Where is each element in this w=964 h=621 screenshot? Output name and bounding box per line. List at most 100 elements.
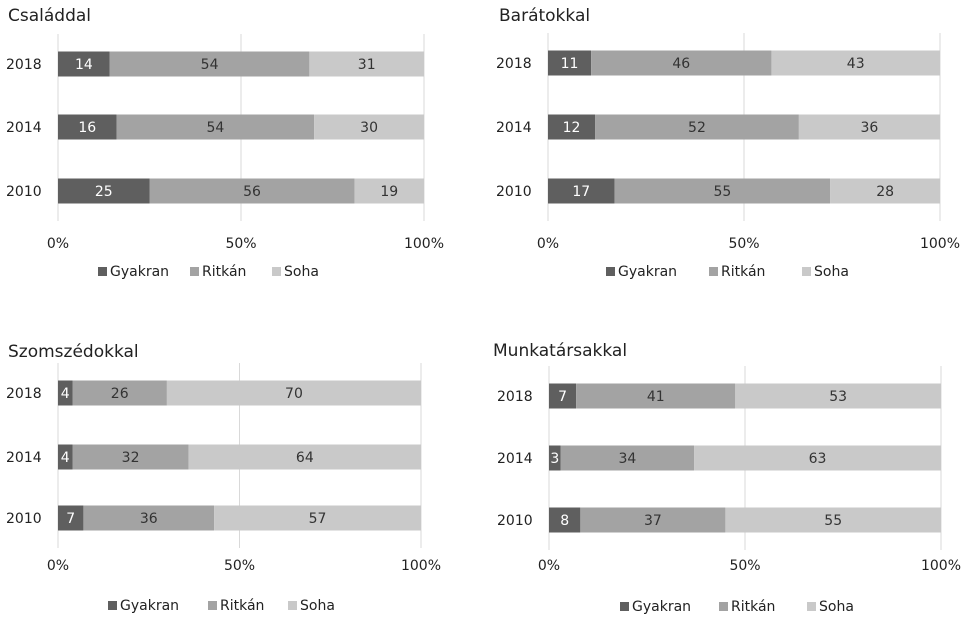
legend-label: Ritkán <box>721 264 765 280</box>
data-label: 31 <box>358 57 376 73</box>
data-label: 36 <box>140 511 158 527</box>
x-tick-label: 0% <box>538 558 560 574</box>
legend-swatch <box>620 602 629 611</box>
x-tick-label: 50% <box>729 558 760 574</box>
bar-segment <box>549 445 561 471</box>
bar-segment <box>549 383 577 409</box>
y-tick-label: 2014 <box>6 120 42 136</box>
data-label: 28 <box>876 184 894 200</box>
bar-segment <box>595 114 799 140</box>
legend-swatch <box>807 602 816 611</box>
data-label: 11 <box>561 56 579 72</box>
bar-segment <box>576 383 736 409</box>
legend-label: Gyakran <box>632 599 691 615</box>
bar-segment <box>314 114 424 140</box>
y-tick-label: 2018 <box>6 57 42 73</box>
bar-segment <box>548 50 592 76</box>
legend-label: Soha <box>284 264 319 280</box>
bar-segment <box>725 507 941 533</box>
legend-swatch <box>288 601 297 610</box>
chart-title: Barátokkal <box>499 6 591 26</box>
bar-segment <box>166 380 421 406</box>
bar-segment <box>116 114 315 140</box>
bar-segment <box>149 178 355 204</box>
legend-swatch <box>98 267 107 276</box>
data-label: 36 <box>861 120 879 136</box>
data-label: 17 <box>572 184 590 200</box>
data-label: 7 <box>558 389 567 405</box>
legend-swatch <box>108 601 117 610</box>
legend-label: Ritkán <box>220 598 264 614</box>
chart-svg: 0% 50% 100% 2018 14 54 31 2014 16 54 30 2010 25 56 19 G… <box>6 34 444 280</box>
y-tick-label: 2014 <box>497 451 533 467</box>
y-tick-label: 2010 <box>6 184 42 200</box>
bar-segment <box>830 178 940 204</box>
data-label: 56 <box>243 184 261 200</box>
chart-title: Munkatársakkal <box>493 341 628 361</box>
legend-label: Gyakran <box>618 264 677 280</box>
legend-swatch <box>802 267 811 276</box>
chart-svg: 0% 50% 100% 2018 7 41 53 2014 3 34 63 2010 8 37 55 Gyak… <box>497 366 961 615</box>
bar-segment <box>549 507 581 533</box>
data-label: 70 <box>285 386 303 402</box>
y-tick-label: 2010 <box>6 511 42 527</box>
bar-segment <box>614 178 831 204</box>
data-label: 54 <box>201 57 219 73</box>
bar-segment <box>591 50 772 76</box>
x-tick-label: 0% <box>537 236 559 252</box>
bar-segment <box>58 444 73 470</box>
chart-svg: 0% 50% 100% 2018 11 46 43 2014 12 52 36 2010 17 55 28 G… <box>496 33 960 280</box>
legend-label: Gyakran <box>120 598 179 614</box>
legend-swatch <box>606 267 615 276</box>
data-label: 12 <box>563 120 581 136</box>
data-label: 43 <box>847 56 865 72</box>
data-label: 34 <box>618 451 636 467</box>
chart-title: Szomszédokkal <box>8 342 139 362</box>
bar-segment <box>580 507 726 533</box>
bar-segment <box>83 505 215 531</box>
data-label: 32 <box>122 450 140 466</box>
legend-label: Gyakran <box>110 264 169 280</box>
chart-title: Családdal <box>8 6 92 26</box>
data-label: 46 <box>672 56 690 72</box>
y-tick-label: 2014 <box>6 450 42 466</box>
legend-label: Soha <box>814 264 849 280</box>
x-tick-label: 0% <box>47 558 69 574</box>
legend-label: Ritkán <box>731 599 775 615</box>
y-tick-label: 2010 <box>496 184 532 200</box>
y-tick-label: 2018 <box>496 56 532 72</box>
y-tick-label: 2010 <box>497 513 533 529</box>
bar-segment <box>771 50 940 76</box>
data-label: 64 <box>296 450 314 466</box>
bar-segment <box>560 445 695 471</box>
bar-segment <box>58 114 117 140</box>
data-label: 3 <box>550 451 559 467</box>
data-label: 7 <box>66 511 75 527</box>
bar-segment <box>548 178 615 204</box>
bar-segment <box>58 178 150 204</box>
data-label: 54 <box>206 120 224 136</box>
data-label: 53 <box>829 389 847 405</box>
chart-panel-csaladdal: Családdal 0% 50% 100% 2018 14 54 31 2014 16 54 30 2… <box>0 0 470 300</box>
data-label: 4 <box>61 386 70 402</box>
x-tick-label: 0% <box>47 236 69 252</box>
bar-segment <box>72 380 167 406</box>
y-tick-label: 2014 <box>496 120 532 136</box>
x-tick-label: 100% <box>401 558 441 574</box>
data-label: 41 <box>647 389 665 405</box>
bar-segment <box>72 444 189 470</box>
chart-panel-munkatarsakkal: Munkatársakkal 0% 50% 100% 2018 7 41 53 2014 3 34… <box>490 330 964 621</box>
x-tick-label: 50% <box>728 236 759 252</box>
x-tick-label: 100% <box>920 236 960 252</box>
data-label: 16 <box>78 120 96 136</box>
data-label: 57 <box>309 511 327 527</box>
legend-swatch <box>272 267 281 276</box>
bar-segment <box>798 114 940 140</box>
data-label: 37 <box>644 513 662 529</box>
y-tick-label: 2018 <box>497 389 533 405</box>
data-label: 55 <box>714 184 732 200</box>
data-label: 25 <box>95 184 113 200</box>
bar-segment <box>109 51 310 77</box>
data-label: 52 <box>688 120 706 136</box>
data-label: 30 <box>360 120 378 136</box>
